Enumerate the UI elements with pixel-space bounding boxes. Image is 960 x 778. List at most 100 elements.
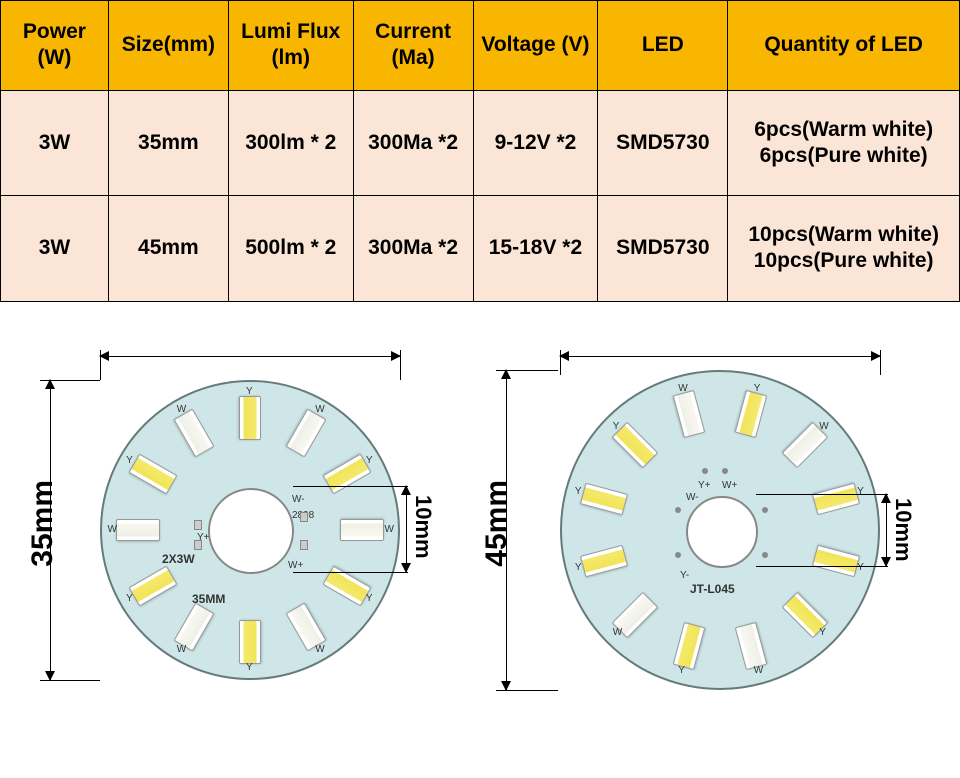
qty-line2: 10pcs(Pure white) [754, 249, 934, 272]
contact-pad [194, 520, 202, 530]
silk-wplus: W+ [288, 560, 303, 571]
dim-arrow-top [560, 356, 880, 357]
contact-pad [300, 540, 308, 550]
cell-size: 35mm [108, 90, 228, 196]
inner-dim-label: 10mm [410, 495, 436, 559]
led-chip-pure [173, 408, 214, 457]
silk-led-mark: W [754, 665, 763, 676]
silk-led-mark: Y [575, 562, 582, 573]
contact-hole-icon [702, 468, 708, 474]
silk-led-mark: Y [754, 383, 761, 394]
led-chip-warm [812, 545, 860, 578]
cell-led: SMD5730 [598, 196, 728, 302]
th-power: Power (W) [1, 1, 109, 91]
silk-wplus: W+ [722, 480, 737, 491]
silk-led-mark: W [108, 524, 117, 535]
cell-qty: 6pcs(Warm white) 6pcs(Pure white) [728, 90, 960, 196]
silk-led-mark: Y [126, 455, 133, 466]
cell-power: 3W [1, 90, 109, 196]
contact-hole-icon [675, 507, 681, 513]
cell-current: 300Ma *2 [353, 196, 473, 302]
diagram-35mm: 35mm 2X3W 35MM 2898 W- W+ Y+ YWYWYWYWYWY… [30, 350, 460, 730]
silk-led-mark: W [315, 644, 324, 655]
led-chip-warm [128, 453, 177, 494]
table-row: 3W 35mm 300lm * 2 300Ma *2 9-12V *2 SMD5… [1, 90, 960, 196]
outer-dim-label: 35mm [26, 480, 60, 567]
pcb-35mm: 2X3W 35MM 2898 W- W+ Y+ YWYWYWYWYWYW [100, 380, 400, 680]
cell-led: SMD5730 [598, 90, 728, 196]
silk-led-mark: Y [246, 386, 253, 397]
dim-arrow-top [100, 356, 400, 357]
silk-led-mark: Y [857, 562, 864, 573]
led-chip-pure [340, 519, 384, 541]
led-chip-warm [735, 390, 768, 438]
dim-ext-line [756, 566, 888, 567]
led-chip-pure [673, 390, 706, 438]
th-voltage: Voltage (V) [473, 1, 598, 91]
silk-led-mark: Y [678, 665, 685, 676]
silk-led-mark: W [177, 404, 186, 415]
qty-line2: 6pcs(Pure white) [760, 144, 928, 167]
dim-ext-line [293, 572, 408, 573]
led-chip-pure [735, 622, 768, 670]
silk-led-mark: Y [613, 421, 620, 432]
pcb-center-hole [686, 496, 758, 568]
silk-led-mark: W [613, 627, 622, 638]
silk-led-mark: W [177, 644, 186, 655]
silk-wminus: W- [686, 492, 699, 503]
led-chip-warm [580, 483, 628, 516]
dim-arrow-inner [406, 486, 407, 572]
th-lumi: Lumi Flux (lm) [228, 1, 353, 91]
contact-pad [194, 540, 202, 550]
spec-table: Power (W) Size(mm) Lumi Flux (lm) Curren… [0, 0, 960, 302]
silk-model: 2X3W [162, 552, 195, 566]
silk-led-mark: W [384, 524, 393, 535]
cell-size: 45mm [108, 196, 228, 302]
led-chip-warm [239, 396, 261, 440]
led-chip-warm [580, 545, 628, 578]
silk-led-mark: Y [366, 593, 373, 604]
th-current: Current (Ma) [353, 1, 473, 91]
table-row: 3W 45mm 500lm * 2 300Ma *2 15-18V *2 SMD… [1, 196, 960, 302]
silk-led-mark: W [315, 404, 324, 415]
silk-led-mark: Y [246, 662, 253, 673]
th-qty: Quantity of LED [728, 1, 960, 91]
cell-power: 3W [1, 196, 109, 302]
diagrams-row: 35mm 2X3W 35MM 2898 W- W+ Y+ YWYWYWYWYWY… [0, 320, 960, 750]
silk-yminus: Y- [680, 570, 689, 581]
dim-arrow-inner [886, 494, 887, 566]
led-chip-warm [128, 566, 177, 607]
silk-model: JT-L045 [690, 582, 735, 596]
led-chip-warm [239, 620, 261, 664]
th-size: Size(mm) [108, 1, 228, 91]
dim-ext-line [293, 486, 408, 487]
led-chip-pure [286, 408, 327, 457]
led-chip-warm [812, 483, 860, 516]
silk-wminus: W- [292, 494, 305, 505]
table-header-row: Power (W) Size(mm) Lumi Flux (lm) Curren… [1, 1, 960, 91]
cell-lumi: 500lm * 2 [228, 196, 353, 302]
cell-current: 300Ma *2 [353, 90, 473, 196]
contact-hole-icon [762, 552, 768, 558]
dim-ext-line [756, 494, 888, 495]
cell-lumi: 300lm * 2 [228, 90, 353, 196]
silk-led-mark: W [819, 421, 828, 432]
th-led: LED [598, 1, 728, 91]
silk-led-mark: Y [575, 486, 582, 497]
led-chip-warm [673, 622, 706, 670]
contact-hole-icon [722, 468, 728, 474]
silk-led-mark: Y [126, 593, 133, 604]
outer-dim-label: 45mm [480, 480, 514, 567]
contact-hole-icon [675, 552, 681, 558]
qty-line1: 10pcs(Warm white) [748, 223, 939, 246]
contact-pad [300, 512, 308, 522]
cell-qty: 10pcs(Warm white) 10pcs(Pure white) [728, 196, 960, 302]
contact-hole-icon [762, 507, 768, 513]
cell-voltage: 9-12V *2 [473, 90, 598, 196]
pcb-45mm: JT-L045 W+ W- Y+ Y- YWYYYWYWYYYW [560, 370, 880, 690]
inner-dim-label: 10mm [890, 498, 916, 562]
pcb-center-hole [208, 488, 294, 574]
diagram-45mm: 45mm JT-L045 W+ W- Y+ Y- YWYYYWYWYYYW 10… [490, 350, 940, 730]
cell-voltage: 15-18V *2 [473, 196, 598, 302]
led-chip-warm [323, 453, 372, 494]
